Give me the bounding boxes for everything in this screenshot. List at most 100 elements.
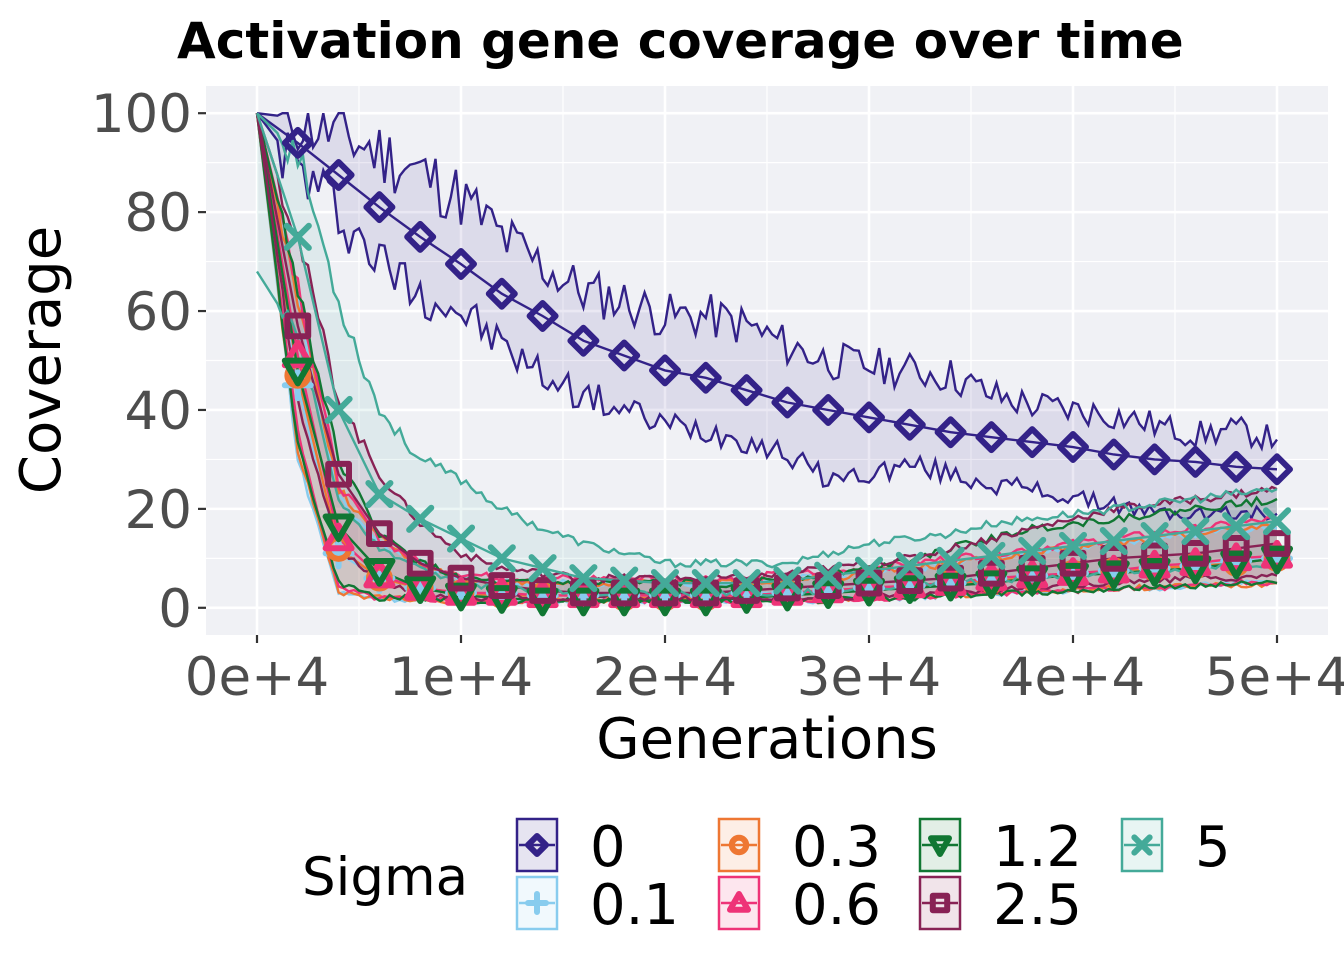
legend-marker-icon [928, 835, 952, 857]
data-point-sigma-0 [526, 299, 559, 332]
data-point-sigma-5 [895, 551, 924, 580]
legend-label: 0.6 [792, 873, 881, 938]
data-point-sigma-2_5 [978, 559, 1005, 587]
mean-line-sigma-2_5 [255, 112, 1278, 595]
legend-marker-icon [929, 892, 951, 914]
legend-item-sigma-0: 0 [515, 815, 626, 880]
data-point-sigma-5 [650, 569, 680, 598]
x-tick-label: 2e+4 [593, 647, 737, 708]
data-point-sigma-0 [322, 159, 355, 192]
x-tick-label: 3e+4 [797, 647, 941, 708]
data-point-sigma-5 [1262, 507, 1292, 536]
data-point-sigma-5 [528, 554, 557, 583]
data-point-sigma-0 [1057, 431, 1089, 464]
legend-title: Sigma [302, 847, 468, 908]
data-point-sigma-0_6 [485, 576, 518, 606]
data-point-sigma-0_6 [322, 522, 355, 552]
x-tick-label: 1e+4 [389, 647, 533, 708]
data-point-sigma-0 [608, 339, 641, 372]
data-point-sigma-2_5 [896, 567, 924, 594]
data-point-sigma-0 [812, 393, 845, 426]
data-point-sigma-1_2 [1138, 557, 1171, 587]
data-point-sigma-0 [934, 416, 967, 449]
data-point-sigma-5 [936, 546, 965, 575]
ribbon-sigma-5 [257, 113, 1277, 596]
data-point-sigma-0 [281, 126, 314, 159]
data-point-sigma-0 [404, 220, 437, 253]
legend-item-sigma-1_2: 1.2 [918, 815, 1082, 880]
data-point-sigma-0_6 [526, 579, 559, 609]
x-tick-label: 0e+4 [185, 647, 329, 708]
legend-item-sigma-0_6: 0.6 [717, 873, 881, 938]
legend-marker-icon [1131, 834, 1153, 856]
data-point-sigma-1_2 [322, 513, 355, 543]
data-point-sigma-2_5 [1059, 549, 1087, 577]
data-point-sigma-2_5 [284, 312, 312, 340]
legend-marker-icon [728, 834, 750, 856]
y-tick-label: 100 [91, 84, 192, 145]
y-tick-label: 20 [125, 480, 192, 541]
legend-item-sigma-0_3: 0.3 [717, 815, 881, 880]
legend-item-sigma-0_1: 0.1 [515, 873, 679, 938]
data-point-sigma-5 [732, 569, 761, 598]
gridlines [206, 86, 1328, 635]
legend-label: 5 [1195, 815, 1231, 880]
data-point-sigma-0 [1138, 443, 1171, 476]
upper-bound-sigma-1_2 [255, 112, 1278, 589]
x-tick-label: 4e+4 [1001, 647, 1145, 708]
ribbon-sigma-0 [257, 113, 1277, 520]
legend: Sigma 00.1 0.30.6 1.22.5 5 [302, 815, 1231, 938]
data-point-sigma-5 [977, 541, 1006, 570]
data-point-sigma-5 [1222, 512, 1251, 541]
data-point-sigma-2_5 [325, 460, 353, 488]
legend-label: 0.1 [590, 873, 679, 938]
data-point-sigma-0 [1220, 450, 1253, 483]
upper-bound-sigma-5 [256, 112, 1278, 569]
legend-item-sigma-2_5: 2.5 [918, 873, 1082, 938]
series-markers [281, 126, 1293, 617]
data-point-sigma-2_5 [937, 564, 965, 592]
data-point-sigma-0 [730, 374, 763, 407]
data-point-sigma-0 [1097, 438, 1130, 471]
data-point-sigma-2_5 [1182, 539, 1209, 567]
data-point-sigma-1_2 [1057, 562, 1089, 592]
data-point-sigma-0 [485, 277, 518, 310]
data-point-sigma-2_5 [1100, 544, 1128, 572]
data-point-sigma-5 [691, 569, 720, 598]
data-point-sigma-5 [610, 566, 639, 595]
data-point-sigma-2_5 [447, 564, 475, 592]
data-point-sigma-5 [1181, 517, 1210, 546]
data-point-sigma-0_6 [975, 562, 1008, 591]
data-point-sigma-5 [814, 561, 843, 590]
data-point-sigma-2_5 [529, 577, 557, 604]
data-point-sigma-5 [854, 556, 884, 585]
data-point-sigma-2_5 [1222, 535, 1250, 562]
y-axis: 0 20 40 60 80 100 [91, 84, 206, 640]
x-axis-title: Generations [596, 707, 938, 772]
legend-marker-icon [525, 891, 549, 915]
upper-bound-sigma-0 [256, 112, 1278, 452]
y-tick-label: 40 [125, 381, 192, 442]
legend-label: 0 [590, 815, 626, 880]
x-tick-label: 5e+4 [1205, 647, 1344, 708]
data-point-sigma-5 [1140, 522, 1169, 551]
data-point-sigma-5 [406, 504, 435, 533]
data-point-sigma-0 [445, 248, 477, 281]
data-point-sigma-1_2 [404, 575, 437, 605]
ribbon-sigma-2_5 [257, 113, 1277, 601]
data-point-sigma-5 [569, 564, 598, 593]
legend-marker-icon [727, 891, 751, 913]
legend-item-sigma-5: 5 [1120, 815, 1231, 880]
legend-marker-icon [525, 833, 549, 857]
data-point-sigma-5 [1018, 536, 1047, 565]
data-point-sigma-1_2 [1261, 545, 1293, 575]
data-point-sigma-0 [1261, 453, 1293, 486]
data-point-sigma-2_5 [1141, 542, 1168, 570]
data-point-sigma-2_5 [570, 579, 597, 607]
data-point-sigma-5 [1099, 526, 1128, 556]
data-point-sigma-1_2 [281, 357, 314, 387]
legend-label: 0.3 [792, 815, 881, 880]
data-point-sigma-0 [771, 386, 804, 419]
data-point-sigma-0 [689, 361, 722, 394]
